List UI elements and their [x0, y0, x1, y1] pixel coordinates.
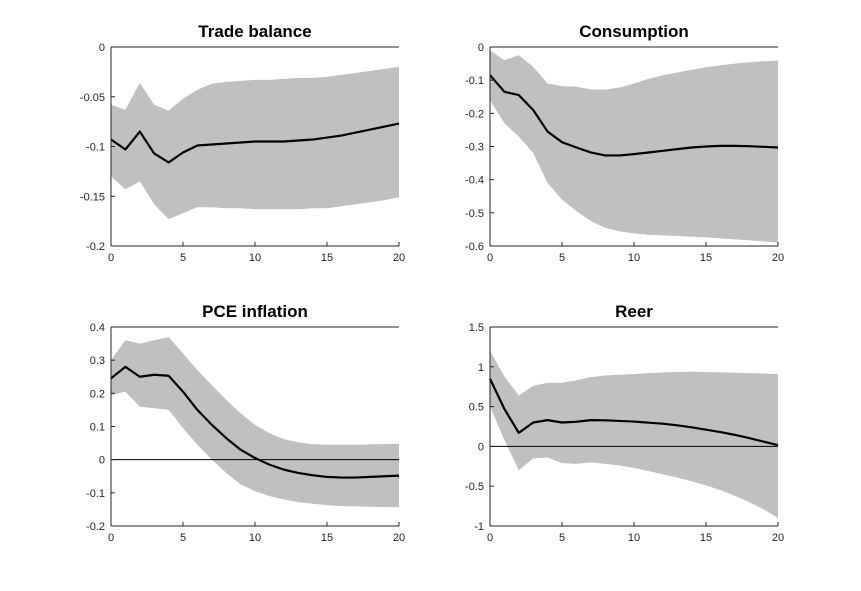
confidence-band: [490, 50, 778, 243]
y-tick-label: -0.5: [465, 481, 484, 493]
y-tick-label: 0: [478, 42, 484, 54]
y-tick-label: 1.5: [469, 322, 484, 334]
x-tick-label: 15: [321, 532, 333, 544]
y-tick-label: -0.2: [86, 521, 105, 533]
panel-pce-inflation: 0 5 10 15 20 0.4 0.3 0.2 0.1 0 -0.1 -0.2 PCE infla…: [86, 302, 405, 544]
x-tick-label: 5: [559, 532, 565, 544]
y-axis-ticks: 1.5 1 0.5 0 -0.5 -1: [465, 322, 494, 533]
y-tick-label: -0.5: [465, 208, 484, 220]
y-tick-label: -0.1: [86, 142, 105, 154]
x-tick-label: 15: [700, 532, 712, 544]
y-tick-label: -0.1: [465, 75, 484, 87]
x-axis-ticks: 0 5 10 15 20: [487, 242, 784, 264]
y-tick-label: 0: [99, 42, 105, 54]
panel-title: Reer: [615, 302, 653, 321]
x-tick-label: 5: [180, 532, 186, 544]
y-tick-label: -1: [474, 521, 484, 533]
y-tick-label: -0.2: [465, 108, 484, 120]
x-tick-label: 0: [108, 252, 114, 264]
y-tick-label: -0.1: [86, 488, 105, 500]
panel-consumption: 0 5 10 15 20 0 -0.1 -0.2 -0.3 -0.4 -0.5 -0.6 Consu…: [465, 22, 784, 264]
y-axis-ticks: 0.4 0.3 0.2 0.1 0 -0.1 -0.2: [86, 322, 115, 533]
panel-title: Consumption: [579, 22, 689, 41]
y-tick-label: 1: [478, 362, 484, 374]
y-tick-label: 0.1: [90, 422, 105, 434]
x-axis-ticks: 0 5 10 15 20: [487, 522, 784, 544]
panel-trade-balance: 0 5 10 15 20 0 -0.05 -0.1 -0.15 -0.2 Trade balan…: [80, 22, 405, 264]
x-axis-ticks: 0 5 10 15 20: [108, 522, 405, 544]
median-response-line: [110, 122, 400, 164]
y-tick-label: -0.3: [465, 142, 484, 154]
x-axis-ticks: 0 5 10 15 20: [108, 242, 405, 264]
x-tick-label: 5: [559, 252, 565, 264]
x-tick-label: 20: [393, 252, 405, 264]
y-tick-label: 0.5: [469, 402, 484, 414]
y-tick-label: -0.4: [465, 175, 484, 187]
x-tick-label: 10: [249, 532, 261, 544]
y-tick-label: 0.4: [90, 322, 105, 334]
y-axis-ticks: 0 -0.1 -0.2 -0.3 -0.4 -0.5 -0.6: [465, 42, 494, 253]
confidence-band: [111, 66, 399, 220]
y-tick-label: 0.2: [90, 388, 105, 400]
y-axis-ticks: 0 -0.05 -0.1 -0.15 -0.2: [80, 42, 115, 253]
x-tick-label: 15: [321, 252, 333, 264]
panel-reer: 0 5 10 15 20 1.5 1 0.5 0 -0.5 -1 Reer: [465, 302, 784, 544]
confidence-band: [111, 336, 399, 508]
median-response-line: [489, 378, 779, 447]
x-tick-label: 10: [628, 532, 640, 544]
y-tick-label: 0: [99, 455, 105, 467]
x-tick-label: 0: [487, 532, 493, 544]
y-tick-label: 0: [478, 441, 484, 453]
confidence-band: [490, 350, 778, 519]
panel-title: PCE inflation: [202, 302, 308, 321]
y-tick-label: -0.15: [80, 191, 105, 203]
y-tick-label: -0.6: [465, 241, 484, 253]
panel-title: Trade balance: [198, 22, 311, 41]
y-tick-label: -0.2: [86, 241, 105, 253]
y-tick-label: -0.05: [80, 92, 105, 104]
median-response-line: [489, 74, 779, 157]
x-tick-label: 15: [700, 252, 712, 264]
y-tick-label: 0.3: [90, 355, 105, 367]
x-tick-label: 10: [628, 252, 640, 264]
x-tick-label: 20: [393, 532, 405, 544]
x-tick-label: 20: [772, 532, 784, 544]
x-tick-label: 5: [180, 252, 186, 264]
x-tick-label: 10: [249, 252, 261, 264]
x-tick-label: 0: [108, 532, 114, 544]
median-response-line: [110, 365, 400, 479]
x-tick-label: 20: [772, 252, 784, 264]
x-tick-label: 0: [487, 252, 493, 264]
